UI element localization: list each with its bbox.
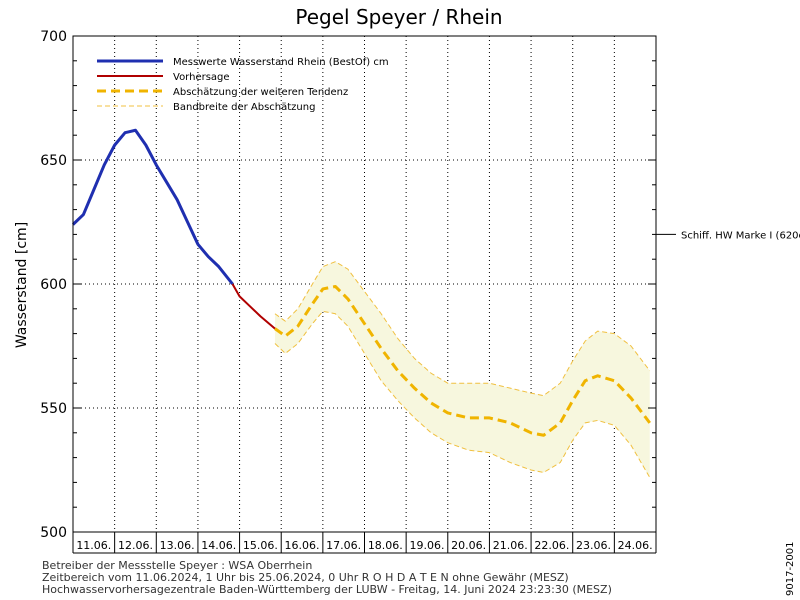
x-tick-label: 19.06. (409, 539, 444, 552)
band-area (274, 261, 650, 478)
legend-label: Abschätzung der weiteren Tendenz (173, 87, 348, 98)
band-lower-line (274, 310, 651, 478)
legend-label: Vorhersage (173, 72, 230, 83)
tendency-band (274, 261, 651, 478)
x-tick-label: 14.06. (201, 539, 236, 552)
legend-label: Bandbreite der Abschätzung (173, 102, 315, 113)
grid-lines (73, 36, 656, 532)
x-tick-label: 22.06. (534, 539, 569, 552)
x-tick-label: 24.06. (618, 539, 653, 552)
x-tick-label: 11.06. (76, 539, 111, 552)
x-tick-label: 13.06. (160, 539, 195, 552)
series-layer (71, 128, 651, 437)
legend-label: Messwerte Wasserstand Rhein (BestOf) cm (173, 57, 389, 68)
y-tick-label: 550 (40, 401, 67, 417)
x-tick-label: 18.06. (368, 539, 403, 552)
x-tick-label: 23.06. (576, 539, 611, 552)
series-tendency (274, 284, 651, 437)
y-axis-label: Wasserstand [cm] (14, 222, 30, 348)
chart-title: Pegel Speyer / Rhein (295, 5, 502, 29)
x-tick-label: 16.06. (285, 539, 320, 552)
series-forecast (231, 283, 276, 330)
x-tick-label: 21.06. (493, 539, 528, 552)
axes: 500 550 600 650 700 11.06. 12.06. 13.06. 14.06. 1… (40, 29, 657, 554)
legend: Messwerte Wasserstand Rhein (BestOf) cm V… (97, 57, 389, 113)
x-tick-label: 17.06. (326, 539, 361, 552)
y-tick-label: 500 (40, 525, 67, 541)
footer-operator: Betreiber der Messstelle Speyer : WSA Ob… (42, 559, 312, 572)
y-tick-label: 700 (40, 29, 67, 45)
x-tick-label: 20.06. (451, 539, 486, 552)
footer-publisher: Hochwasservorhersagezentrale Baden-Württ… (42, 583, 612, 596)
annotation-label: Schiff. HW Marke I (620cm) (681, 230, 800, 241)
band-upper-line (274, 261, 651, 397)
y-tick-label: 600 (40, 277, 67, 293)
x-tick-label: 12.06. (118, 539, 153, 552)
series-measured (71, 128, 234, 285)
footer-timerange: Zeitbereich vom 11.06.2024, 1 Uhr bis 25… (42, 571, 569, 584)
y-tick-label: 650 (40, 153, 67, 169)
footer-code: 9017-2001 (785, 541, 796, 596)
x-tick-label: 15.06. (243, 539, 278, 552)
